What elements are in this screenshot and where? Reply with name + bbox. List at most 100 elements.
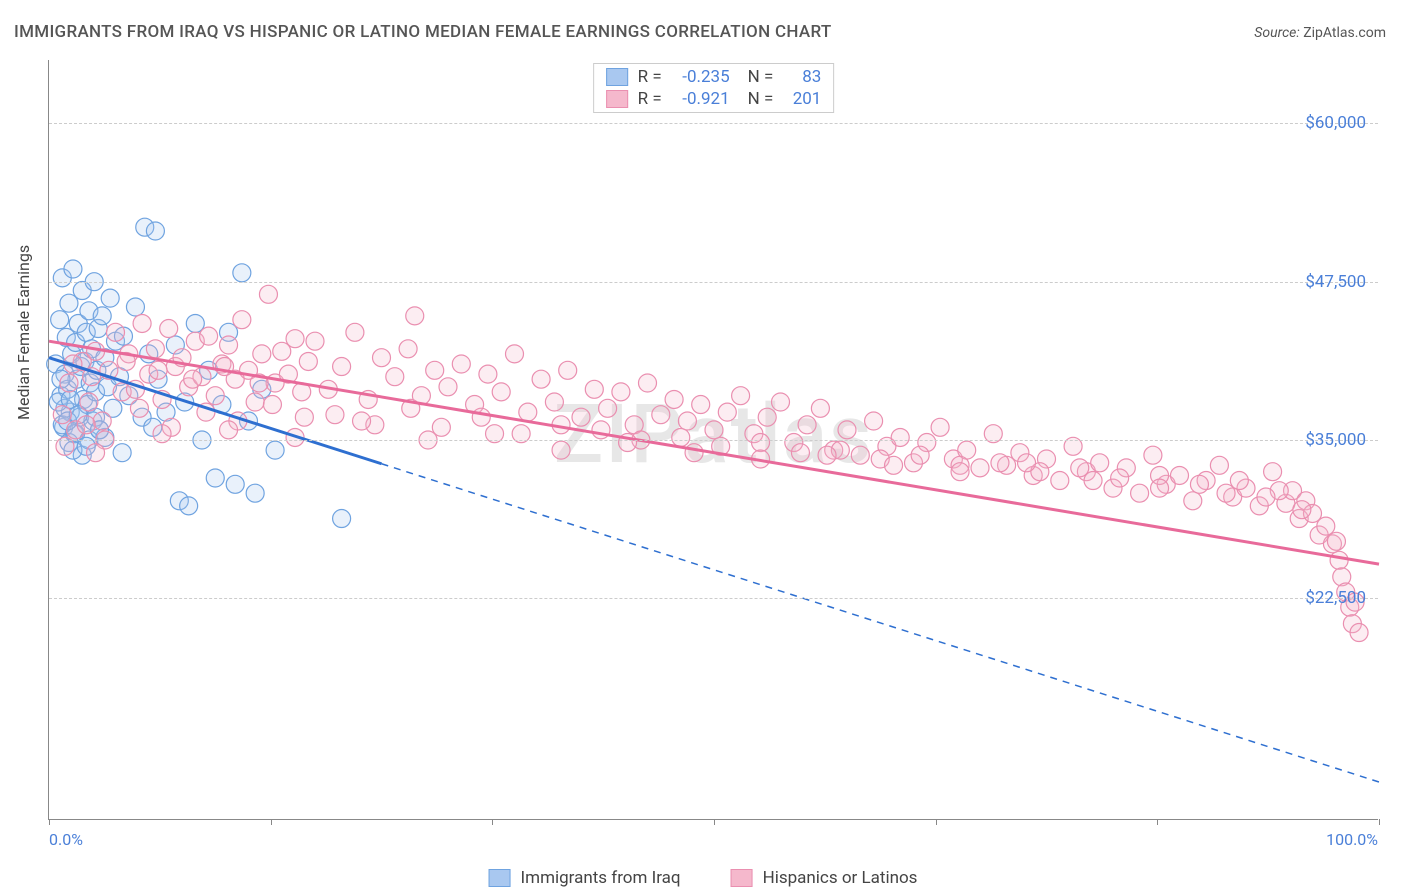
scatter-point xyxy=(93,412,111,430)
scatter-point xyxy=(87,444,105,462)
scatter-point xyxy=(492,383,510,401)
scatter-point xyxy=(639,374,657,392)
y-tick-label: $22,500 xyxy=(1305,588,1366,608)
scatter-point xyxy=(791,444,809,462)
legend-label: Hispanics or Latinos xyxy=(763,868,918,888)
stats-row: R =-0.235N =83 xyxy=(594,66,834,88)
scatter-point xyxy=(1144,446,1162,464)
x-tick xyxy=(271,819,272,825)
legend-swatch xyxy=(489,869,511,887)
stats-row: R = -0.921 N = 201 xyxy=(594,88,834,110)
scatter-point xyxy=(253,345,271,363)
scatter-point xyxy=(77,416,95,434)
gridline-h xyxy=(49,123,1378,124)
scatter-point xyxy=(80,393,98,411)
legend-label: Immigrants from Iraq xyxy=(521,868,681,888)
legend-item: Immigrants from Iraq xyxy=(489,868,681,888)
scatter-point xyxy=(200,327,218,345)
scatter-point xyxy=(60,374,78,392)
scatter-point xyxy=(479,365,497,383)
scatter-point xyxy=(233,311,251,329)
scatter-point xyxy=(1184,492,1202,510)
stat-r-label: R = xyxy=(638,67,662,87)
chart-title: IMMIGRANTS FROM IRAQ VS HISPANIC OR LATI… xyxy=(14,22,832,42)
scatter-point xyxy=(206,469,224,487)
scatter-point xyxy=(107,323,125,341)
scatter-point xyxy=(406,307,424,325)
scatter-point xyxy=(353,412,371,430)
scatter-point xyxy=(259,285,277,303)
stat-n-value: 201 xyxy=(783,89,821,109)
scatter-point xyxy=(133,314,151,332)
scatter-point xyxy=(532,370,550,388)
scatter-point xyxy=(160,320,178,338)
scatter-point xyxy=(472,408,490,426)
scatter-point xyxy=(1091,454,1109,472)
scatter-point xyxy=(149,361,167,379)
scatter-point xyxy=(1264,463,1282,481)
regression-line-dashed xyxy=(382,464,1380,782)
scatter-point xyxy=(1171,466,1189,484)
scatter-point xyxy=(399,340,417,358)
scatter-point xyxy=(931,418,949,436)
scatter-point xyxy=(64,260,82,278)
scatter-point xyxy=(1350,624,1368,642)
scatter-point xyxy=(1330,551,1348,569)
scatter-point xyxy=(233,264,251,282)
scatter-point xyxy=(53,406,71,424)
scatter-point xyxy=(299,352,317,370)
scatter-point xyxy=(333,358,351,376)
scatter-point xyxy=(718,403,736,421)
gridline-h xyxy=(49,282,1378,283)
stat-n-label: N = xyxy=(748,89,774,109)
scatter-point xyxy=(665,390,683,408)
legend-swatch xyxy=(606,90,628,108)
scatter-point xyxy=(652,406,670,424)
scatter-point xyxy=(672,428,690,446)
scatter-point xyxy=(1327,532,1345,550)
scatter-point xyxy=(678,412,696,430)
scatter-point xyxy=(130,399,148,417)
scatter-point xyxy=(705,421,723,439)
scatter-point xyxy=(519,403,537,421)
scatter-point xyxy=(184,370,202,388)
stat-r-value: -0.235 xyxy=(672,67,730,87)
plot-area: ZIPatlas R =-0.235N =83R =-0.921N =201 $… xyxy=(48,60,1378,820)
bottom-legend: Immigrants from Iraq Hispanics or Latinos xyxy=(489,868,918,888)
scatter-point xyxy=(452,355,470,373)
scatter-point xyxy=(865,412,883,430)
scatter-point xyxy=(1131,484,1149,502)
scatter-point xyxy=(113,444,131,462)
y-tick-label: $47,500 xyxy=(1305,272,1366,292)
scatter-point xyxy=(1190,475,1208,493)
legend-item: Hispanics or Latinos xyxy=(731,868,918,888)
scatter-point xyxy=(326,406,344,424)
scatter-point xyxy=(891,428,909,446)
scatter-point xyxy=(798,416,816,434)
scatter-point xyxy=(545,393,563,411)
scatter-point xyxy=(1293,501,1311,519)
scatter-point xyxy=(439,378,457,396)
scatter-point xyxy=(246,484,264,502)
x-tick xyxy=(936,819,937,825)
scatter-point xyxy=(346,323,364,341)
scatter-point xyxy=(971,459,989,477)
stat-r-label: R = xyxy=(638,89,662,109)
scatter-point xyxy=(951,463,969,481)
y-axis-title: Median Female Earnings xyxy=(14,245,33,420)
scatter-point xyxy=(838,421,856,439)
scatter-point xyxy=(306,332,324,350)
stat-r-value: -0.921 xyxy=(672,89,730,109)
scatter-point xyxy=(1111,469,1129,487)
scatter-point xyxy=(991,454,1009,472)
scatter-point xyxy=(1051,472,1069,490)
scatter-point xyxy=(426,361,444,379)
source-label: Source: xyxy=(1254,25,1299,41)
x-tick xyxy=(1379,819,1380,825)
legend-swatch xyxy=(606,68,628,86)
x-tick xyxy=(492,819,493,825)
scatter-point xyxy=(1217,484,1235,502)
scatter-point xyxy=(572,408,590,426)
scatter-point xyxy=(752,434,770,452)
source-value: ZipAtlas.com xyxy=(1303,25,1386,41)
